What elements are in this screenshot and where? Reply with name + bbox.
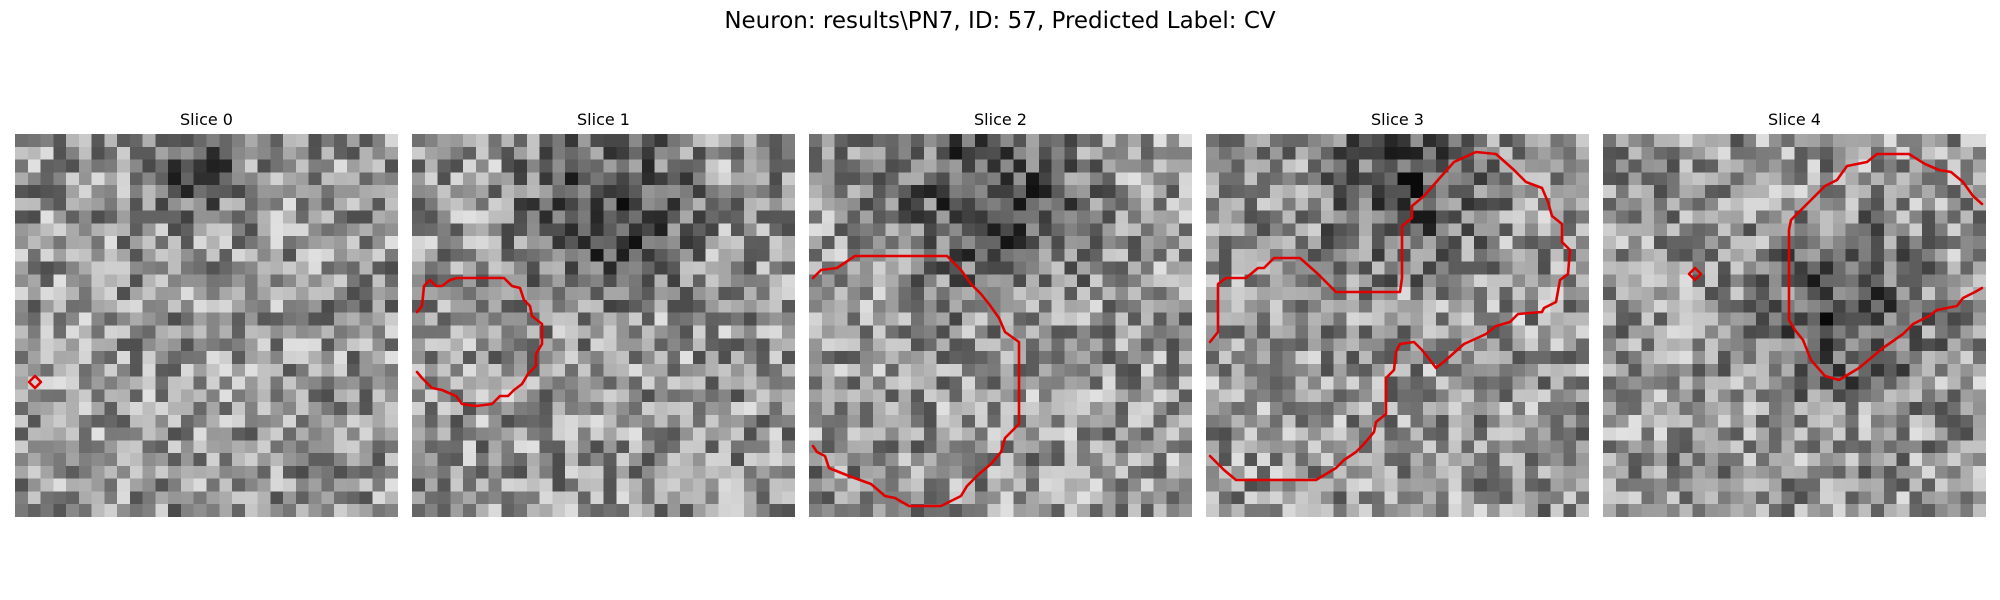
roi-contour [811,254,1021,508]
contour-overlay [1208,150,1572,482]
slice-image-2 [809,134,1192,517]
slice-panel-0: Slice 0 [15,110,398,517]
slice-panel-1: Slice 1 [412,110,795,517]
roi-contour [1208,150,1572,482]
slice-title: Slice 2 [974,110,1027,129]
roi-contour [1787,152,1984,382]
contour-overlay [415,276,544,408]
slice-panel-2: Slice 2 [809,110,1192,517]
contour-overlay [27,374,43,390]
contour-overlay [811,254,1021,508]
slice-title: Slice 1 [577,110,630,129]
slice-image-4 [1603,134,1986,517]
contour-overlay [1687,152,1984,382]
grayscale-image [1206,134,1589,517]
slice-panel-4: Slice 4 [1603,110,1986,517]
slice-image-0 [15,134,398,517]
grayscale-image [412,134,795,517]
slice-title: Slice 0 [180,110,233,129]
slice-image-3 [1206,134,1589,517]
slice-title: Slice 4 [1768,110,1821,129]
roi-contour [1687,266,1703,282]
grayscale-image [15,134,398,517]
grayscale-image [1603,134,1986,517]
figure-title: Neuron: results\PN7, ID: 57, Predicted L… [724,8,1276,34]
roi-contour [27,374,43,390]
slice-panel-3: Slice 3 [1206,110,1589,517]
roi-contour [415,276,544,408]
slice-image-1 [412,134,795,517]
slice-title: Slice 3 [1371,110,1424,129]
